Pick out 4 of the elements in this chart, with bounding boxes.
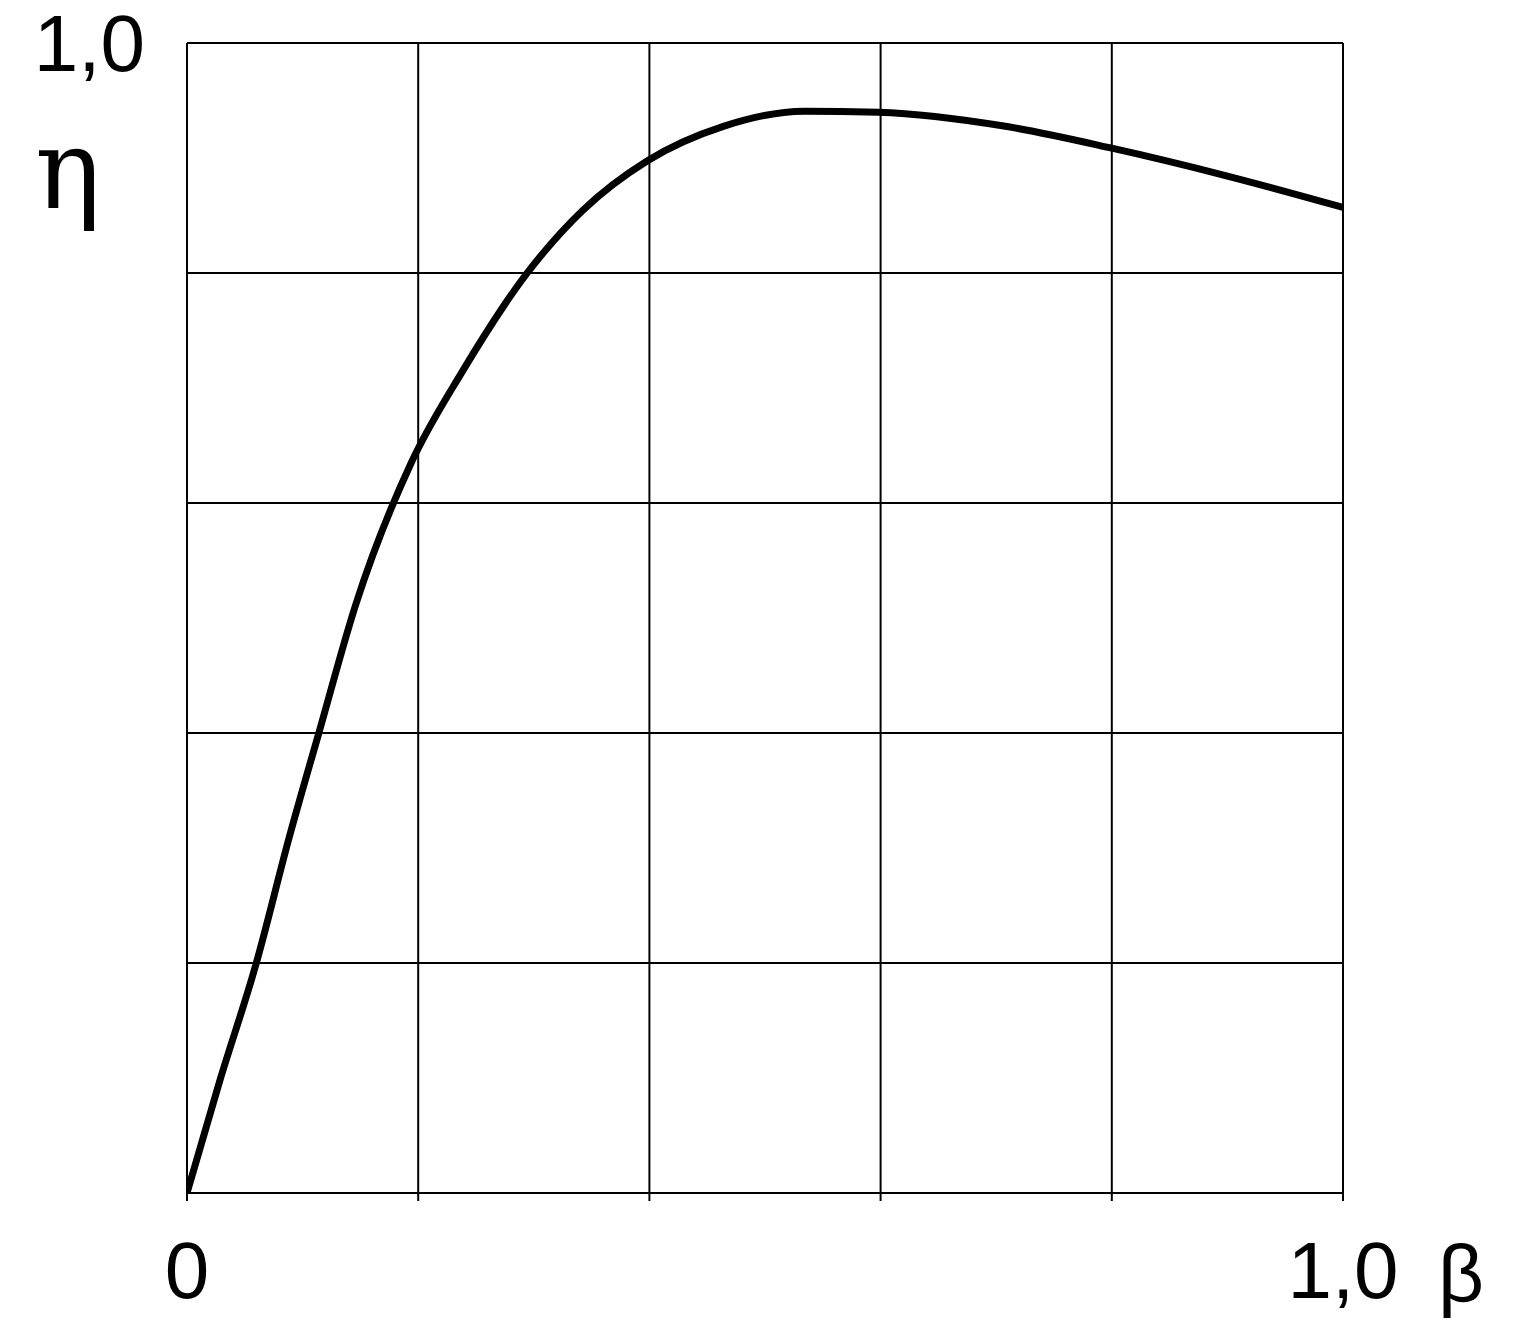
text: 1,0	[33, 0, 145, 88]
x-axis-title: β	[1438, 1229, 1485, 1318]
x-tick-label: 0	[164, 1225, 210, 1315]
y-axis-title: η	[35, 106, 101, 234]
